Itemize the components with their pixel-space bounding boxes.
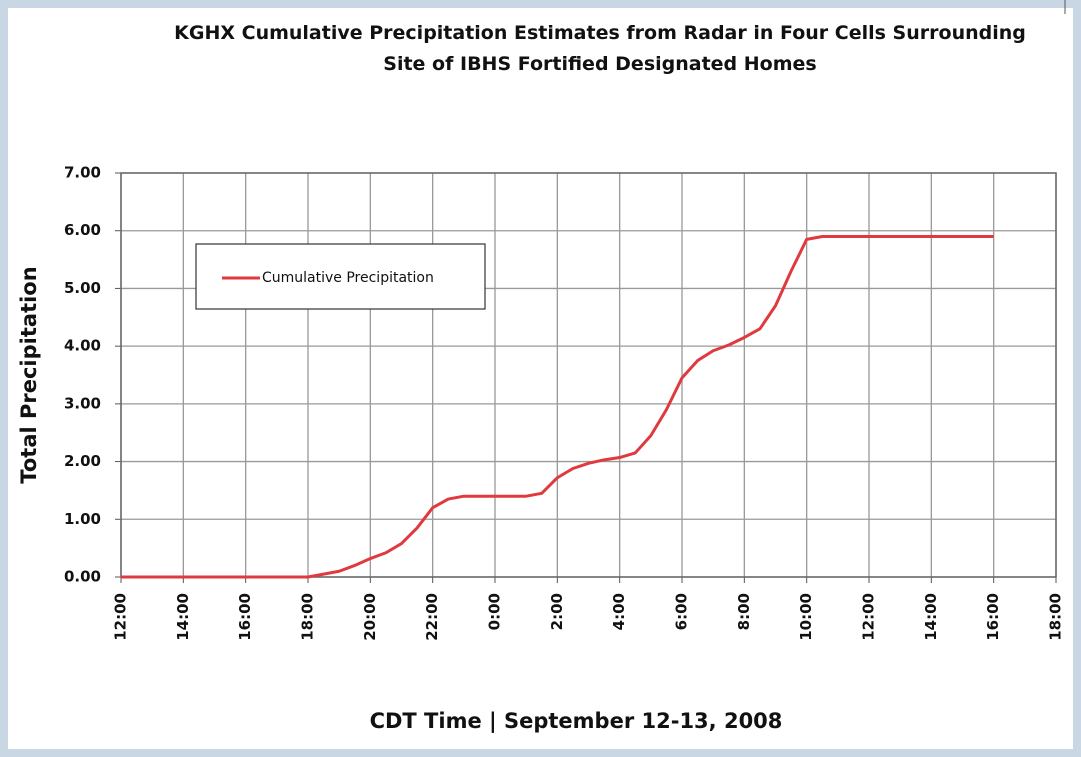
data-line [121, 234, 994, 579]
legend-label: Cumulative Precipitation [262, 270, 434, 286]
y-tick-label: 7.00 [64, 164, 101, 182]
y-tick-label: 4.00 [64, 337, 101, 355]
x-tick-label: 12:00 [860, 593, 878, 641]
x-tick-label: 2:00 [548, 593, 566, 630]
x-tick-label: 22:00 [423, 593, 441, 641]
y-tick-label: 6.00 [64, 221, 101, 239]
plot-border [120, 172, 1057, 578]
chart-title: KGHX Cumulative Precipitation Estimates … [174, 22, 1026, 75]
x-tick-label: 10:00 [797, 593, 815, 641]
x-tick-label: 14:00 [922, 593, 940, 641]
x-tick-label: 16:00 [236, 593, 254, 641]
y-tick-label: 5.00 [64, 279, 101, 297]
plot-area [120, 172, 1057, 578]
y-tick-label: 2.00 [64, 452, 101, 470]
y-tick-label: 1.00 [64, 510, 101, 528]
x-tick-label: 6:00 [673, 593, 691, 630]
y-tick-label: 0.00 [64, 568, 101, 586]
x-tick-label: 4:00 [610, 593, 628, 630]
x-tick-label: 18:00 [1047, 593, 1065, 641]
y-tick-label: 3.00 [64, 394, 101, 412]
x-tick-label: 0:00 [486, 593, 504, 630]
x-tick-label: 16:00 [984, 593, 1002, 641]
x-tick-label: 12:00 [112, 593, 130, 641]
x-tick-label: 18:00 [299, 593, 317, 641]
x-tick-label: 8:00 [735, 593, 753, 630]
y-axis-label: Total Precipitation [17, 266, 41, 483]
x-axis-label: CDT Time | September 12-13, 2008 [370, 709, 783, 734]
x-tick-label: 14:00 [174, 593, 192, 641]
x-tick-label: 20:00 [361, 593, 379, 641]
